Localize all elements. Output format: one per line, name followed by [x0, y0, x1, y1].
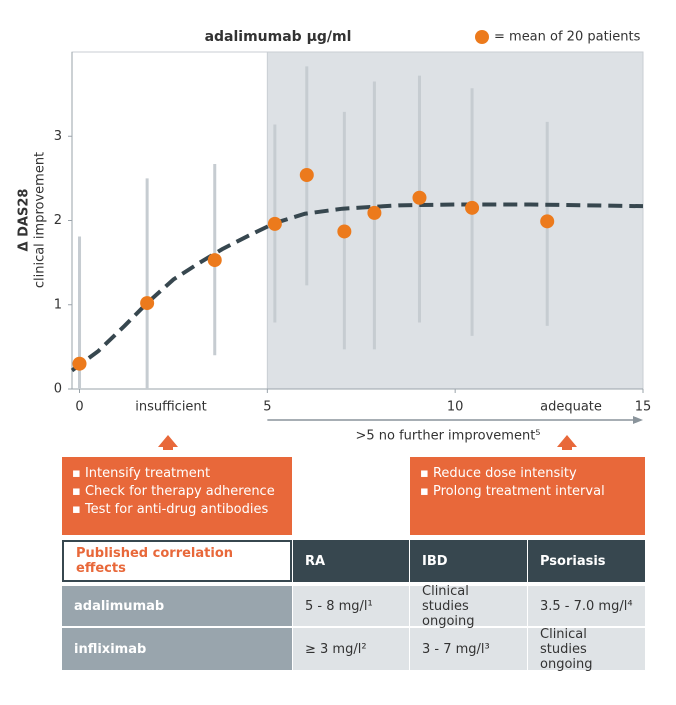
- action-box: Reduce dose intensity Prolong treatment i…: [410, 457, 645, 535]
- x-tick-label: 10: [447, 400, 464, 415]
- y-tick-label: 1: [54, 297, 62, 312]
- zone-label: insufficient: [135, 400, 207, 415]
- legend-label: = mean of 20 patients: [494, 30, 641, 45]
- box-item: Reduce dose intensity: [420, 466, 635, 481]
- point: [72, 356, 87, 371]
- up-arrow: [557, 435, 577, 450]
- zone-label: adequate: [540, 400, 602, 415]
- table-cell: infliximab: [62, 628, 292, 670]
- note: >5 no further improvement⁵: [355, 429, 540, 444]
- point: [299, 168, 314, 183]
- y-tick-label: 2: [54, 213, 62, 228]
- y-tick-label: 3: [54, 129, 62, 144]
- x-tick-label: 0: [75, 400, 83, 415]
- table-cell: adalimumab: [62, 586, 292, 626]
- up-arrow: [158, 435, 178, 450]
- point: [140, 296, 155, 311]
- table-cell: RA: [293, 540, 409, 582]
- x-tick-label: 15: [635, 400, 652, 415]
- point: [465, 200, 480, 215]
- x-tick-label: 5: [263, 400, 271, 415]
- point: [412, 190, 427, 205]
- y-axis-sublabel: clinical improvement: [33, 152, 48, 288]
- action-box: Intensify treatment Check for therapy adh…: [62, 457, 292, 535]
- chart: adalimumab μg/ml Δ DAS28 clinical improv…: [17, 29, 652, 450]
- point: [267, 216, 282, 231]
- box-item: Check for therapy adherence: [72, 484, 282, 499]
- table-cell: 3.5 - 7.0 mg/l⁴: [528, 586, 645, 626]
- note-arrowhead: [633, 416, 643, 424]
- point: [337, 224, 352, 239]
- y-axis-label: Δ DAS28: [17, 189, 32, 252]
- point: [367, 205, 382, 220]
- table-cell: Published correlation effects: [62, 540, 292, 582]
- table-cell: 5 - 8 mg/l¹: [293, 586, 409, 626]
- y-tick-label: 0: [54, 382, 62, 397]
- adequate-zone: [266, 51, 644, 390]
- table-cell: Clinical studies ongoing: [528, 627, 645, 672]
- table-cell: Clinical studies ongoing: [410, 584, 527, 629]
- table-cell: Psoriasis: [528, 540, 645, 582]
- box-item: Intensify treatment: [72, 466, 282, 481]
- point: [540, 214, 555, 229]
- table-cell: ≥ 3 mg/l²: [293, 628, 409, 670]
- chart-title: adalimumab μg/ml: [205, 29, 352, 45]
- box-item: Prolong treatment interval: [420, 484, 635, 499]
- box-item: Test for anti-drug antibodies: [72, 502, 282, 517]
- fit-curve: [70, 202, 644, 373]
- legend-marker: [475, 30, 489, 44]
- table-cell: 3 - 7 mg/l³: [410, 628, 527, 670]
- table-cell: IBD: [410, 540, 527, 582]
- point: [207, 253, 222, 268]
